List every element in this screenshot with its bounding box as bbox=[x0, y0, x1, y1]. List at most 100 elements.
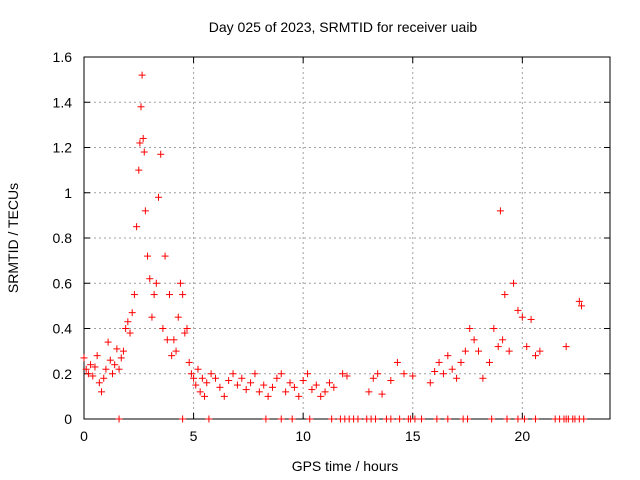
data-point bbox=[176, 279, 184, 287]
data-point bbox=[374, 370, 382, 378]
data-point bbox=[339, 370, 347, 378]
data-point bbox=[365, 388, 373, 396]
data-point bbox=[312, 381, 320, 389]
y-tick-label: 1.6 bbox=[53, 49, 73, 65]
data-point bbox=[95, 379, 103, 387]
data-point bbox=[84, 370, 92, 378]
data-point bbox=[242, 386, 250, 394]
data-point bbox=[157, 150, 165, 158]
data-point bbox=[475, 347, 482, 355]
data-point bbox=[393, 358, 401, 366]
data-point bbox=[82, 365, 90, 373]
data-point bbox=[170, 336, 178, 344]
data-point bbox=[140, 148, 148, 156]
chart-title: Day 025 of 2023, SRMTID for receiver uai… bbox=[209, 19, 478, 35]
y-tick-label: 0.2 bbox=[53, 366, 73, 382]
data-point bbox=[273, 374, 281, 382]
data-point bbox=[435, 358, 443, 366]
data-point bbox=[133, 223, 141, 231]
x-tick-label: 0 bbox=[80, 428, 88, 444]
x-tick-label: 20 bbox=[515, 428, 531, 444]
zero-point bbox=[464, 415, 472, 423]
data-point bbox=[426, 379, 434, 387]
data-point bbox=[212, 374, 219, 382]
data-point bbox=[321, 388, 329, 396]
data-point bbox=[251, 370, 259, 378]
y-tick-label: 1.2 bbox=[53, 140, 73, 156]
zero-point bbox=[179, 415, 187, 423]
data-point bbox=[575, 297, 583, 305]
data-point bbox=[91, 363, 99, 371]
data-point bbox=[165, 291, 173, 299]
y-tick-label: 0 bbox=[64, 411, 72, 427]
zero-point bbox=[354, 415, 362, 423]
zero-point bbox=[328, 415, 336, 423]
data-point bbox=[163, 336, 171, 344]
data-point bbox=[527, 315, 535, 323]
data-point bbox=[499, 336, 507, 344]
data-point bbox=[168, 352, 176, 360]
data-point bbox=[470, 336, 478, 344]
data-point bbox=[282, 388, 290, 396]
data-point bbox=[461, 347, 469, 355]
zero-point bbox=[580, 415, 588, 423]
data-point bbox=[229, 370, 237, 378]
zero-point bbox=[262, 415, 270, 423]
data-point bbox=[207, 370, 215, 378]
zero-point bbox=[514, 415, 522, 423]
data-point bbox=[89, 372, 97, 380]
data-point bbox=[150, 291, 158, 299]
zero-point bbox=[396, 415, 404, 423]
data-point bbox=[117, 354, 125, 362]
data-point bbox=[137, 103, 145, 111]
data-point bbox=[172, 347, 180, 355]
data-point bbox=[111, 361, 119, 369]
x-tick-label: 5 bbox=[190, 428, 198, 444]
data-point bbox=[247, 379, 255, 387]
data-point bbox=[161, 252, 169, 260]
zero-point bbox=[306, 415, 314, 423]
y-tick-labels: 0 0.2 0.4 0.6 0.8 1 1.2 1.4 1.6 bbox=[53, 49, 73, 427]
data-point bbox=[387, 377, 395, 385]
data-point bbox=[225, 377, 233, 385]
data-point bbox=[501, 291, 509, 299]
zero-point bbox=[371, 415, 379, 423]
data-point bbox=[179, 291, 187, 299]
zero-point bbox=[444, 415, 452, 423]
data-point bbox=[203, 379, 211, 387]
data-point bbox=[113, 345, 121, 353]
data-point bbox=[159, 325, 167, 332]
data-point bbox=[135, 166, 143, 174]
data-point bbox=[308, 386, 316, 394]
data-point bbox=[260, 381, 268, 389]
x-axis-label: GPS time / hours bbox=[292, 458, 399, 474]
zero-point bbox=[288, 415, 296, 423]
data-point bbox=[264, 392, 272, 400]
data-point bbox=[268, 383, 276, 391]
zero-point bbox=[205, 415, 213, 423]
data-point bbox=[146, 275, 154, 283]
y-tick-label: 0.4 bbox=[53, 321, 73, 337]
zero-point bbox=[418, 415, 426, 423]
y-tick-label: 0.8 bbox=[53, 230, 73, 246]
data-point bbox=[299, 377, 307, 385]
data-point bbox=[192, 381, 200, 389]
data-point bbox=[126, 329, 134, 337]
data-point bbox=[444, 352, 452, 360]
data-point bbox=[190, 374, 198, 382]
data-point bbox=[479, 374, 487, 382]
data-point bbox=[578, 302, 586, 310]
data-point bbox=[330, 383, 338, 391]
data-point bbox=[518, 313, 526, 321]
data-point bbox=[152, 279, 160, 287]
plot-frame bbox=[83, 56, 611, 420]
zero-point bbox=[277, 415, 285, 423]
data-point bbox=[439, 370, 447, 378]
data-point bbox=[277, 370, 285, 378]
data-point bbox=[431, 367, 439, 375]
data-point bbox=[562, 343, 570, 351]
data-point bbox=[201, 392, 209, 400]
zero-point bbox=[521, 415, 529, 423]
data-point bbox=[369, 374, 377, 382]
